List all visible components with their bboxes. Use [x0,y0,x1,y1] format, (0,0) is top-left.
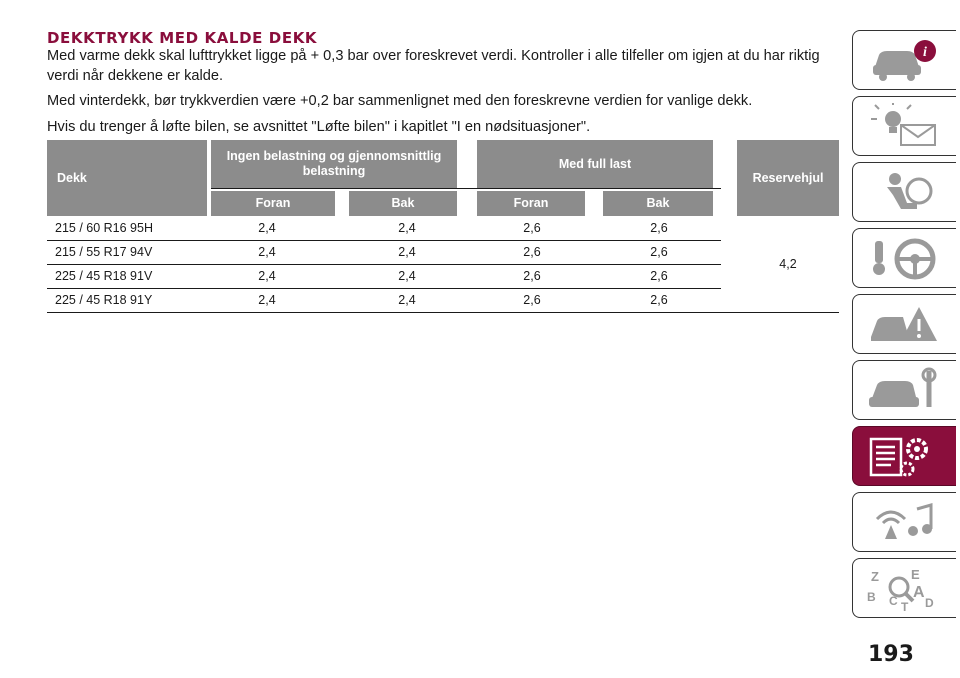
tab-warning-lights[interactable] [852,96,956,156]
value-front-normal: 2,4 [258,245,276,259]
car-accident-warning-icon [871,307,937,341]
page-number: 193 [868,642,914,667]
seat-airbag-icon [887,173,933,209]
main-content: DEKKTRYKK MED KALDE DEKK Med varme dekk … [47,30,839,143]
index-letter: A [913,584,925,601]
paragraph-warm-tyres: Med varme dekk skal lufttrykket ligge på… [47,48,820,84]
value-rear-normal: 2,4 [398,221,416,235]
tyre-size: 225 / 45 R18 91V [55,269,153,283]
value-rear-full: 2,6 [650,245,668,259]
value-rear-full: 2,6 [650,221,668,235]
value-rear-full: 2,6 [650,293,668,307]
value-front-normal: 2,4 [258,221,276,235]
value-front-full: 2,6 [523,221,541,235]
table-row: 215 / 60 R16 95H 2,4 2,4 2,6 2,6 [47,216,839,240]
svg-text:i: i [923,45,927,60]
tab-technical-data[interactable] [852,426,956,486]
index-letter: C [889,594,898,608]
header-rear-normal: Bak [349,191,457,216]
tab-index[interactable]: Z E A B C D T [852,558,956,618]
index-letter: T [901,600,909,611]
row-divider [47,240,721,241]
row-divider [47,264,721,265]
tyre-size: 225 / 45 R18 91Y [55,293,153,307]
header-spare: Reservehjul [737,140,839,216]
header-divider [211,188,721,189]
value-rear-normal: 2,4 [398,269,416,283]
value-rear-full: 2,6 [650,269,668,283]
index-letter: B [867,590,876,604]
header-rear-full: Bak [603,191,713,216]
warning-lights-icon [871,103,936,146]
value-front-full: 2,6 [523,269,541,283]
paragraph-lifting: Hvis du trenger å løfte bilen, se avsnit… [47,118,591,135]
tab-safety[interactable] [852,162,956,222]
value-front-normal: 2,4 [258,269,276,283]
tab-multimedia[interactable] [852,492,956,552]
spare-wheel-value: 4,2 [779,257,797,271]
header-tyre: Dekk [47,140,207,216]
value-rear-normal: 2,4 [398,293,416,307]
value-front-full: 2,6 [523,293,541,307]
table-bottom-rule [47,312,839,313]
section-title: DEKKTRYKK MED KALDE DEKK [47,29,318,47]
key-steering-wheel-icon [873,238,936,280]
tyre-size: 215 / 60 R16 95H [55,221,153,235]
value-front-full: 2,6 [523,245,541,259]
table-row: 215 / 55 R17 94V 2,4 2,4 2,6 2,6 [47,240,839,264]
tab-emergency[interactable] [852,294,956,354]
technical-data-gears-icon [869,437,928,477]
tab-dashboard[interactable]: i [852,30,956,90]
header-front-normal: Foran [211,191,335,216]
index-letter: Z [871,569,879,584]
index-letter: E [911,567,920,582]
tab-servicing[interactable] [852,360,956,420]
alphabetical-index-icon: Z E A B C D T [867,567,934,611]
header-front-full: Foran [477,191,585,216]
multimedia-icon [875,503,933,539]
header-full-load: Med full last [477,140,713,188]
paragraph-winter-tyres: Med vinterdekk, bør trykkverdien være +0… [47,93,753,109]
car-wrench-icon [869,367,937,407]
tab-starting-driving[interactable] [852,228,956,288]
index-letter: D [925,596,934,610]
header-normal-load: Ingen belastning og gjennomsnittlig bela… [211,140,457,188]
tyre-size: 215 / 55 R17 94V [55,245,153,259]
value-rear-normal: 2,4 [398,245,416,259]
car-info-icon: i [873,40,936,81]
table-row: 225 / 45 R18 91V 2,4 2,4 2,6 2,6 [47,264,839,288]
table-row: 225 / 45 R18 91Y 2,4 2,4 2,6 2,6 [47,288,839,312]
row-divider [47,288,721,289]
value-front-normal: 2,4 [258,293,276,307]
